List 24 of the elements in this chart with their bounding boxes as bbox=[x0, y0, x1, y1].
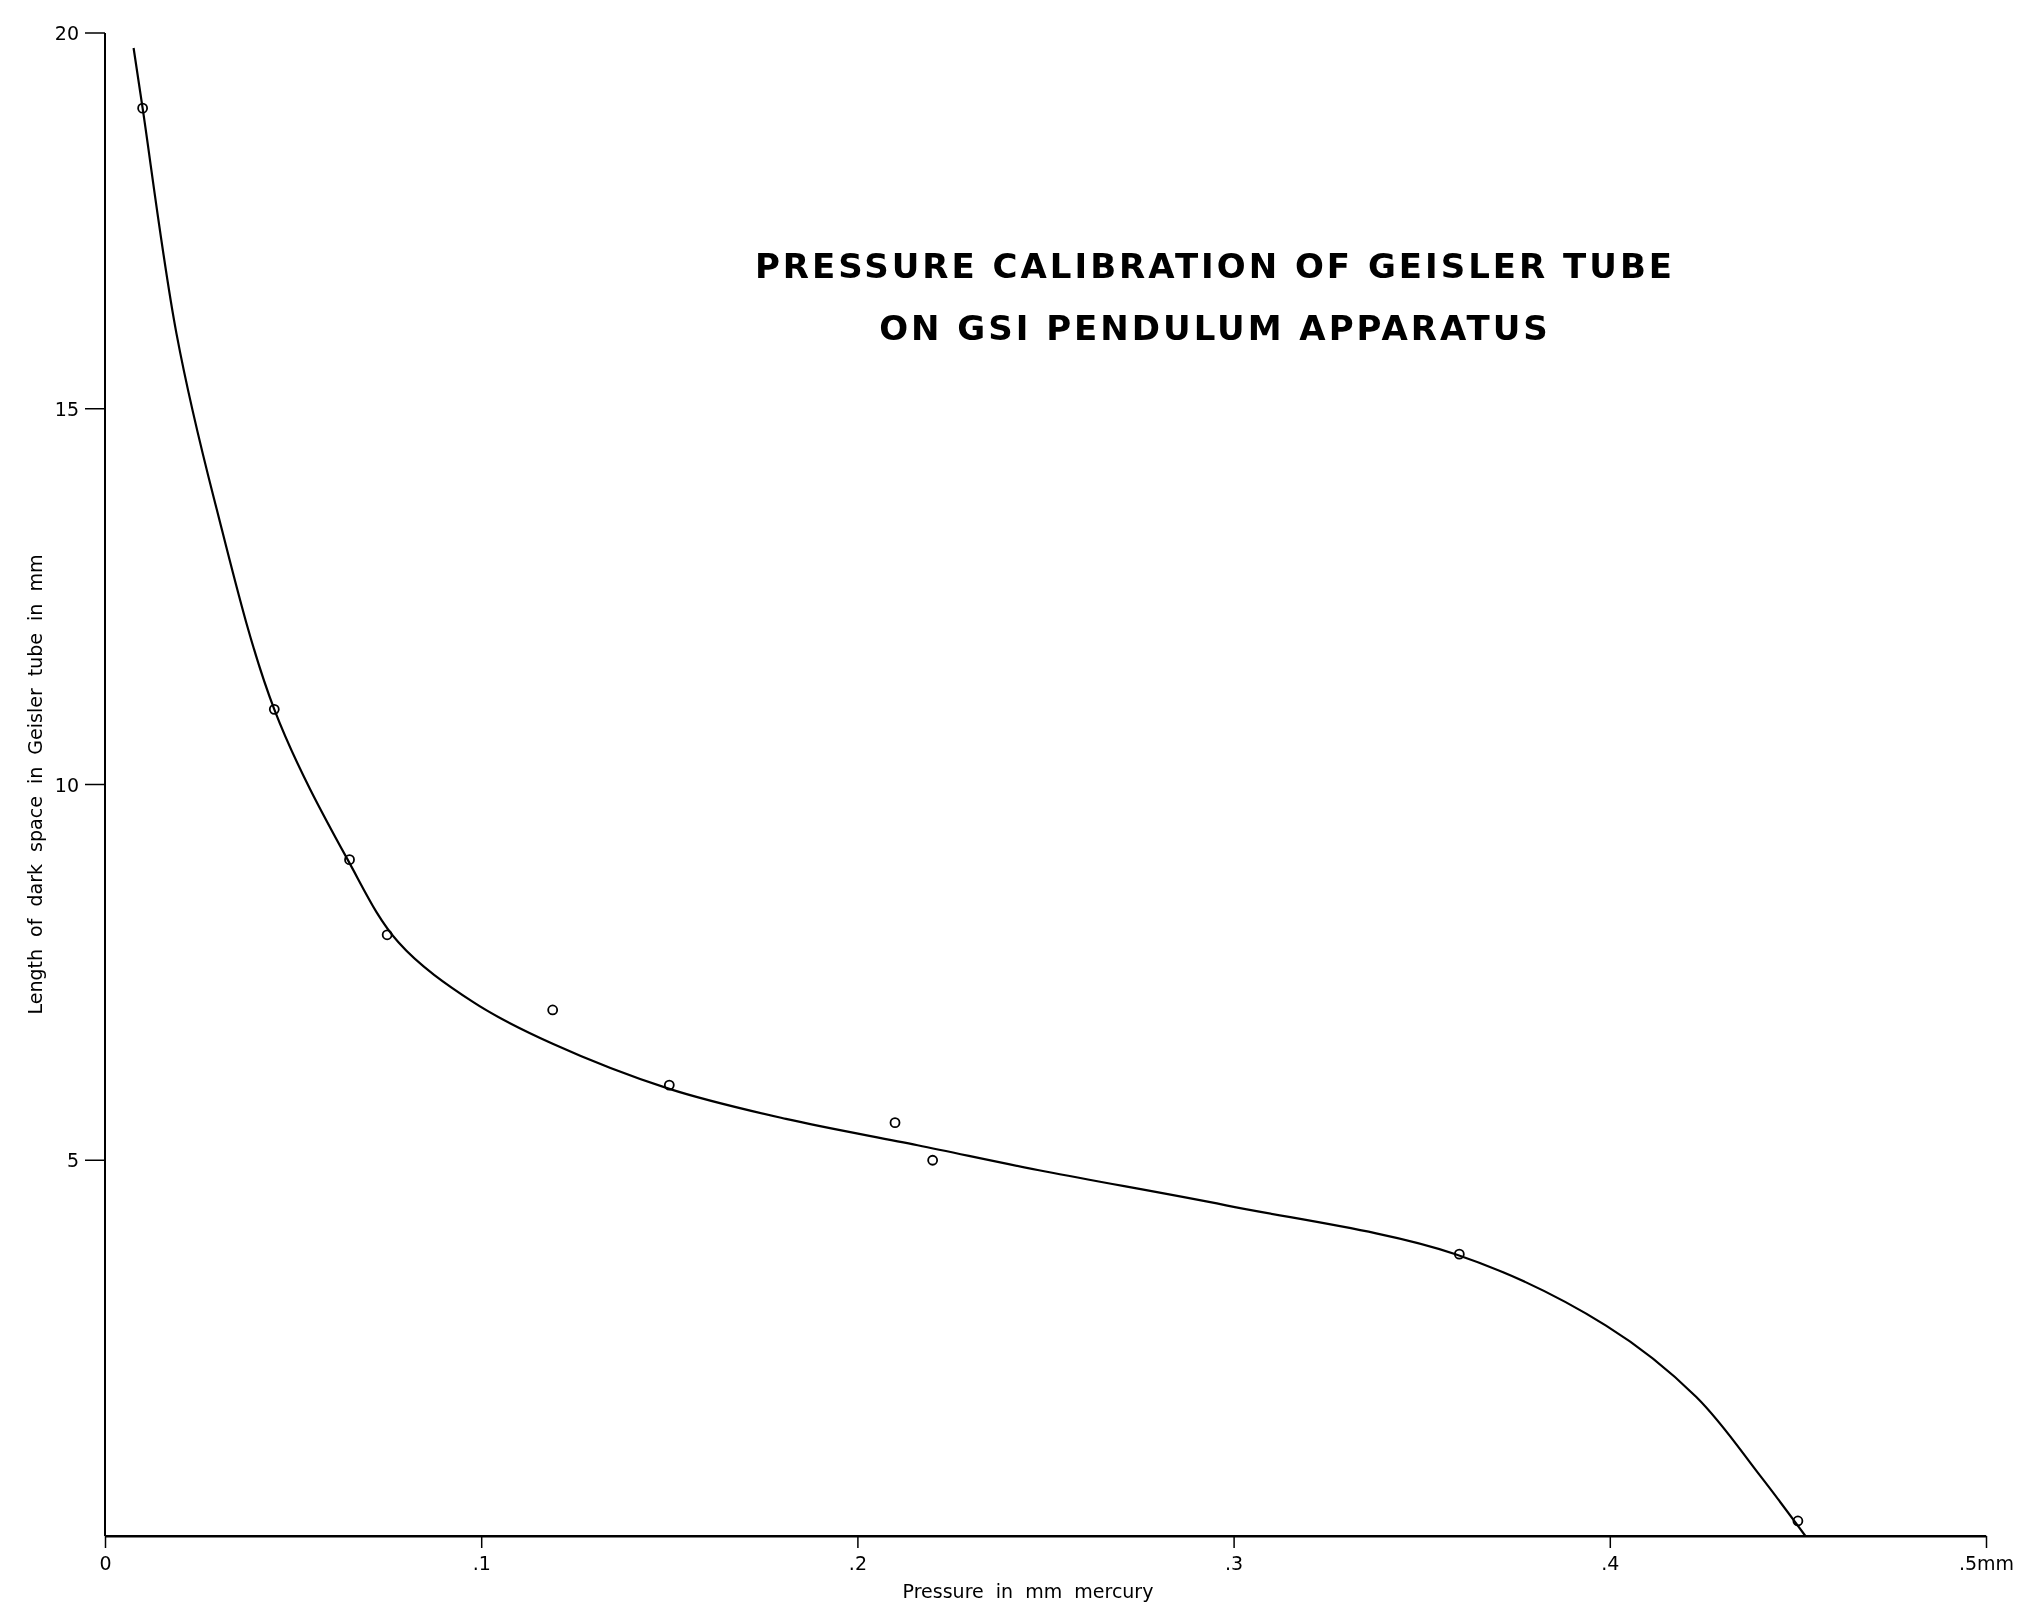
x-tick-label: .3 bbox=[1225, 1552, 1244, 1574]
point bbox=[1453, 1248, 1465, 1260]
y-tick-label: 5 bbox=[66, 1149, 79, 1172]
text: ON GSI PENDULUM APPARATUS bbox=[879, 308, 1551, 348]
x-tick-label: .1 bbox=[472, 1552, 491, 1574]
point bbox=[927, 1154, 939, 1166]
y-tick-label: 10 bbox=[54, 773, 79, 796]
point bbox=[547, 1004, 559, 1016]
x-axis-title: Pressure in mm mercury bbox=[902, 1580, 1154, 1602]
point bbox=[137, 102, 149, 114]
x-tick-label: .4 bbox=[1601, 1552, 1620, 1574]
x-tick-label: .2 bbox=[848, 1552, 867, 1574]
point bbox=[889, 1117, 901, 1129]
y-tick-label: 15 bbox=[54, 397, 79, 420]
y-tick-label: 20 bbox=[54, 22, 79, 44]
point bbox=[663, 1079, 675, 1091]
point bbox=[381, 929, 393, 941]
point bbox=[1792, 1515, 1804, 1527]
point bbox=[344, 854, 355, 866]
point bbox=[268, 703, 280, 715]
text: PRESSURE CALIBRATION OF GEISLER TUBE bbox=[754, 246, 1676, 286]
x-tick-label: 0 bbox=[99, 1552, 112, 1574]
x-tick-label: .5mm bbox=[1958, 1552, 2015, 1574]
y-axis-title: Length of dark space in Geisler tube in mm bbox=[24, 554, 46, 1015]
